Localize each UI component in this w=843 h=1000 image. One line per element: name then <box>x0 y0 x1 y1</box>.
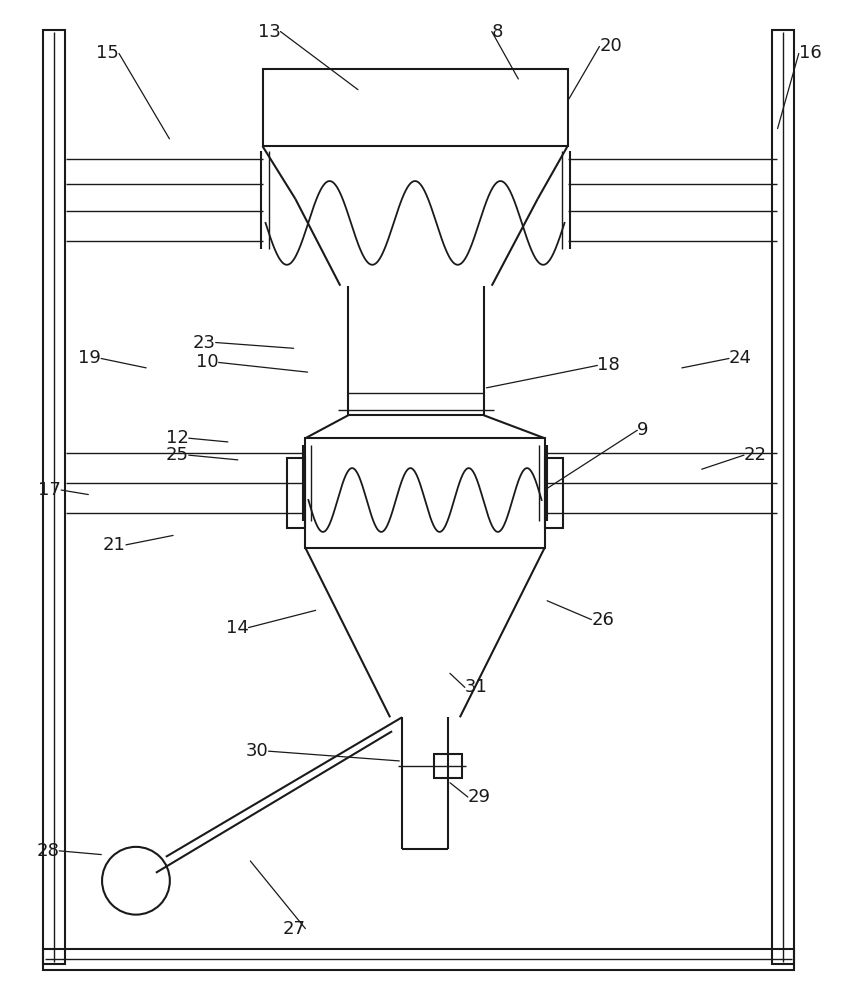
Text: 25: 25 <box>166 446 189 464</box>
Bar <box>772 30 794 964</box>
Text: 13: 13 <box>258 23 281 41</box>
Text: 31: 31 <box>464 678 488 696</box>
Text: 10: 10 <box>196 353 218 371</box>
Text: 24: 24 <box>729 349 752 367</box>
Bar <box>262 69 567 146</box>
Text: 16: 16 <box>799 44 821 62</box>
Text: 28: 28 <box>36 842 59 860</box>
Text: 9: 9 <box>637 421 649 439</box>
Text: 18: 18 <box>598 356 620 374</box>
Bar <box>545 458 562 528</box>
Bar <box>305 438 545 548</box>
Bar <box>287 458 305 528</box>
Text: 14: 14 <box>226 619 249 637</box>
Bar <box>43 30 65 964</box>
Text: 27: 27 <box>282 920 305 938</box>
Text: 12: 12 <box>166 429 189 447</box>
Text: 22: 22 <box>744 446 767 464</box>
Text: 17: 17 <box>38 481 62 499</box>
Text: 23: 23 <box>193 334 216 352</box>
Bar <box>43 949 794 970</box>
Text: 19: 19 <box>78 349 101 367</box>
Text: 21: 21 <box>103 536 126 554</box>
Text: 20: 20 <box>599 37 622 55</box>
Text: 29: 29 <box>468 788 491 806</box>
Text: 15: 15 <box>96 44 119 62</box>
Text: 30: 30 <box>246 742 269 760</box>
Text: 26: 26 <box>592 611 615 629</box>
Bar <box>434 754 462 778</box>
Text: 8: 8 <box>491 23 503 41</box>
